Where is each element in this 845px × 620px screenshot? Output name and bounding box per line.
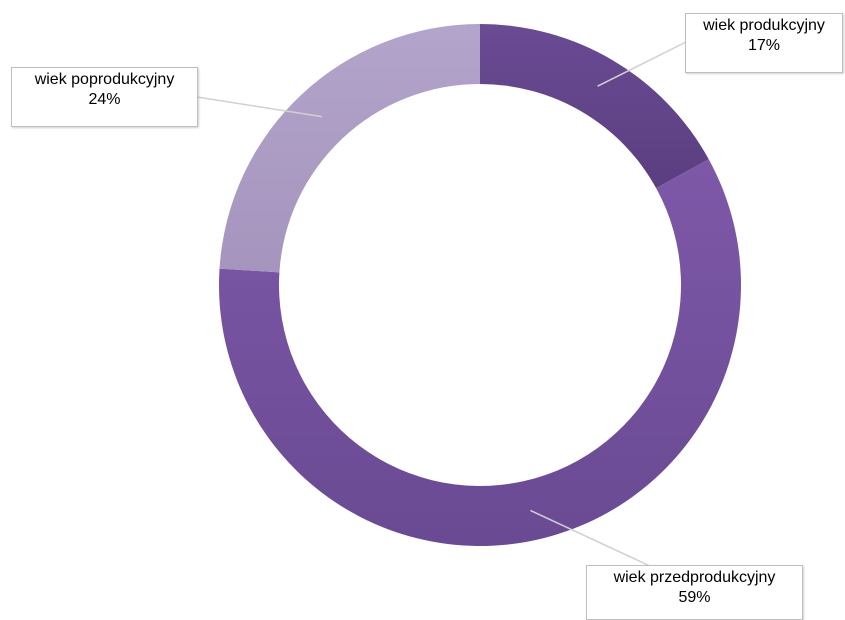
slice-wiek-przedprodukcyjny (219, 159, 741, 546)
data-label-category: wiek poprodukcyjny (34, 71, 175, 88)
leader-line-wiek-poprodukcyjny (196, 96, 322, 118)
data-label-wiek-poprodukcyjny: wiek poprodukcyjny 24% (11, 67, 198, 127)
leader-line-wiek-produkcyjny (597, 41, 687, 87)
donut-slices (219, 24, 741, 546)
data-label-wiek-przedprodukcyjny: wiek przedprodukcyjny 59% (586, 565, 803, 620)
leader-line-wiek-przedprodukcyjny (530, 509, 651, 567)
data-label-category: wiek produkcyjny (703, 17, 825, 34)
callout-leader-lines (196, 41, 687, 567)
slice-wiek-poprodukcyjny (219, 24, 481, 273)
data-label-value: 17% (747, 37, 781, 54)
slice-wiek-produkcyjny (480, 24, 709, 189)
data-label-value: 59% (678, 589, 711, 606)
data-label-wiek-produkcyjny: wiek produkcyjny 17% (685, 13, 843, 73)
data-label-category: wiek przedprodukcyjny (613, 569, 776, 586)
data-label-value: 24% (88, 91, 121, 108)
